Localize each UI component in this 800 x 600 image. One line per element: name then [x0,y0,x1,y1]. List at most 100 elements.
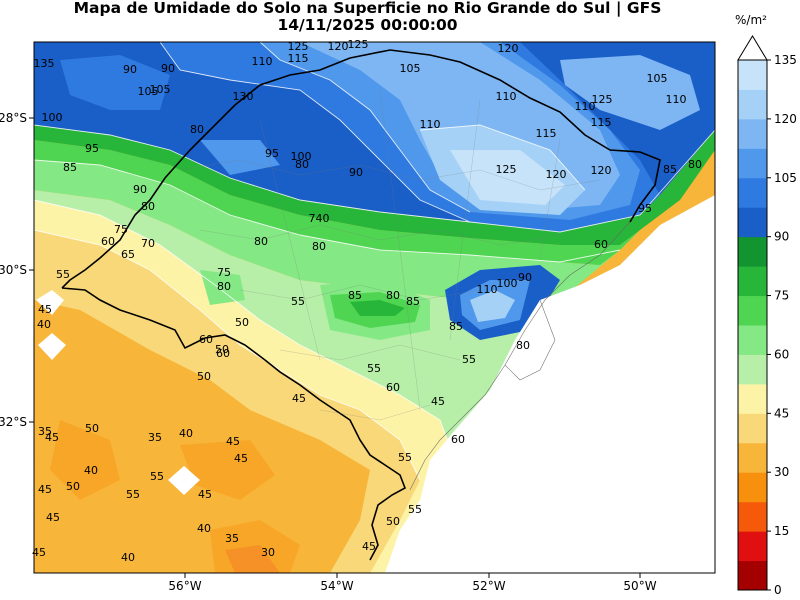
contour-label: 40 [197,522,211,535]
colorbar-swatch [738,413,767,444]
colorbar-swatch [738,177,767,208]
colorbar-swatch [738,266,767,297]
contour-label: 85 [449,320,463,333]
contour-label: 80 [254,235,268,248]
contour-label: 80 [190,123,204,136]
contour-label: 60 [594,238,608,251]
contour-label: 45 [46,511,60,524]
contour-label: 110 [666,93,687,106]
contour-label: 55 [126,488,140,501]
lat-tick-label: 32°S [0,415,27,429]
colorbar-tick-label: 45 [774,406,789,420]
contour-label: 45 [38,303,52,316]
contour-label: 90 [123,63,137,76]
contour-label: 85 [63,161,77,174]
colorbar-swatch [738,207,767,238]
latitude-ticks: 28°S 30°S 32°S [0,111,34,429]
colorbar-tick-label: 0 [774,583,782,597]
colorbar-tick-label: 120 [774,112,797,126]
contour-label: 100 [42,111,63,124]
contour-label: 60 [216,347,230,360]
contour-label: 60 [101,235,115,248]
contour-label: 115 [591,116,612,129]
colorbar-tick-label: 60 [774,347,789,361]
contour-label: 95 [265,147,279,160]
colorbar-swatch [738,383,767,414]
contour-label: 740 [309,212,330,225]
colorbar-tick-label: 75 [774,289,789,303]
contour-label: 80 [312,240,326,253]
contour-label: 120 [591,164,612,177]
contour-label: 120 [328,40,349,53]
contour-label: 45 [45,431,59,444]
contour-label: 115 [288,52,309,65]
contour-label: 100 [497,277,518,290]
contour-label: 90 [518,271,532,284]
contour-label: 55 [150,470,164,483]
contour-label: 130 [233,90,254,103]
colorbar-tick-label: 135 [774,53,797,67]
contour-label: 115 [536,127,557,140]
contour-label: 45 [234,452,248,465]
contour-label: 55 [408,503,422,516]
contour-label: 80 [688,158,702,171]
colorbar-swatch [738,442,767,473]
contour-label: 45 [32,546,46,559]
contour-label: 35 [225,532,239,545]
contour-label: 70 [141,237,155,250]
contour-label: 80 [141,200,155,213]
map-title: Mapa de Umidade do Solo na Superficie no… [0,0,735,34]
colorbar-swatch [738,560,767,591]
contour-label: 105 [150,83,171,96]
contour-label: 110 [496,90,517,103]
contour-label: 80 [516,339,530,352]
contour-label: 110 [252,55,273,68]
lon-tick-label: 50°W [623,579,656,593]
contour-label: 55 [291,295,305,308]
colorbar-swatch [738,325,767,355]
contour-label: 45 [198,488,212,501]
contour-label: 80 [295,158,309,171]
contour-label: 125 [288,40,309,53]
contour-label: 85 [663,163,677,176]
contour-label: 95 [638,202,652,215]
moisture-field [34,42,715,573]
contour-label: 35 [38,425,52,438]
contour-label: 110 [420,118,441,131]
colorbar-extend-triangle [737,35,768,61]
contour-label: 135 [34,57,55,70]
colorbar-tick-label: 90 [774,230,789,244]
contour-label: 55 [56,268,70,281]
lat-tick-label: 28°S [0,111,27,125]
coastline [409,221,631,491]
lon-tick-label: 54°W [320,579,353,593]
contour-label: 40 [84,464,98,477]
contour-label: 50 [386,515,400,528]
colorbar-tick-label: 30 [774,465,789,479]
colorbar-swatch [738,118,767,149]
contour-label: 65 [121,248,135,261]
colorbar-swatch [738,501,767,532]
state-borders [61,49,661,561]
contour-label: 105 [647,72,668,85]
contour-label: 110 [575,100,596,113]
municipality-lines [179,89,601,421]
lon-tick-label: 56°W [168,579,201,593]
contour-label: 125 [348,38,369,51]
contour-label: 45 [226,435,240,448]
contour-label: 125 [592,93,613,106]
contour-label: 80 [386,289,400,302]
colorbar-swatch [738,60,767,90]
contour-label: 80 [217,280,231,293]
title-line-1: Mapa de Umidade do Solo na Superficie no… [73,0,662,17]
contour-label: 55 [462,353,476,366]
colorbar-swatch [738,354,767,385]
contour-label: 100 [291,150,312,163]
colorbar-frame [737,59,768,591]
contour-label: 60 [199,333,213,346]
contour-label: 75 [114,223,128,236]
contour-label: 40 [121,551,135,564]
contour-label: 45 [292,392,306,405]
contour-label: 90 [161,62,175,75]
